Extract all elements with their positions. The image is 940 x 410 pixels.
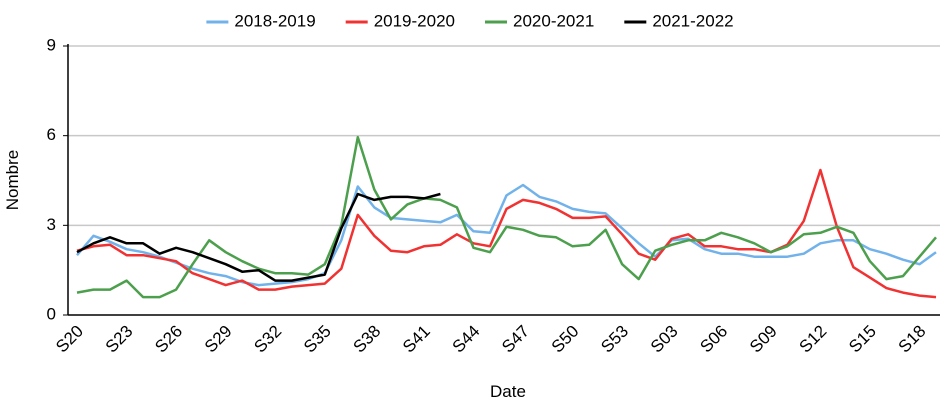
legend: 2018-2019 2019-2020 2020-2021 2021-2022 [206, 11, 734, 30]
series-line [76, 168, 937, 299]
x-tick-label: S35 [300, 322, 335, 357]
legend-label: 2021-2022 [652, 11, 733, 30]
x-tick-label: S29 [201, 322, 236, 357]
series-line [76, 183, 937, 287]
x-tick-label: S15 [845, 322, 880, 357]
x-tick-label: S44 [449, 322, 484, 357]
x-tick-label: S03 [647, 322, 682, 357]
legend-label: 2020-2021 [513, 11, 594, 30]
x-axis-title: Date [490, 382, 526, 401]
x-tick-label: S50 [548, 322, 583, 357]
y-tick-label: 3 [47, 215, 56, 234]
y-tick-label: 0 [47, 304, 56, 323]
x-tick-label: S23 [102, 322, 137, 357]
x-tick-label: S09 [746, 322, 781, 357]
x-tick-label: S18 [895, 322, 930, 357]
series-line [76, 135, 937, 299]
x-tick-label: S12 [796, 322, 831, 357]
x-tick-label: S20 [52, 322, 87, 357]
x-tick-label: S38 [350, 322, 385, 357]
legend-label: 2018-2019 [234, 11, 315, 30]
x-tick-label: S06 [696, 322, 731, 357]
x-tick-label: S53 [597, 322, 632, 357]
x-tick-label: S32 [250, 322, 285, 357]
legend-label: 2019-2020 [374, 11, 455, 30]
y-tick-label: 6 [47, 125, 56, 144]
y-tick-label: 9 [47, 35, 56, 54]
x-tick-label: S41 [399, 322, 434, 357]
x-tick-label: S26 [151, 322, 186, 357]
x-tick-label: S47 [498, 322, 533, 357]
series-line [76, 192, 441, 282]
y-axis-title: Nombre [3, 150, 22, 210]
